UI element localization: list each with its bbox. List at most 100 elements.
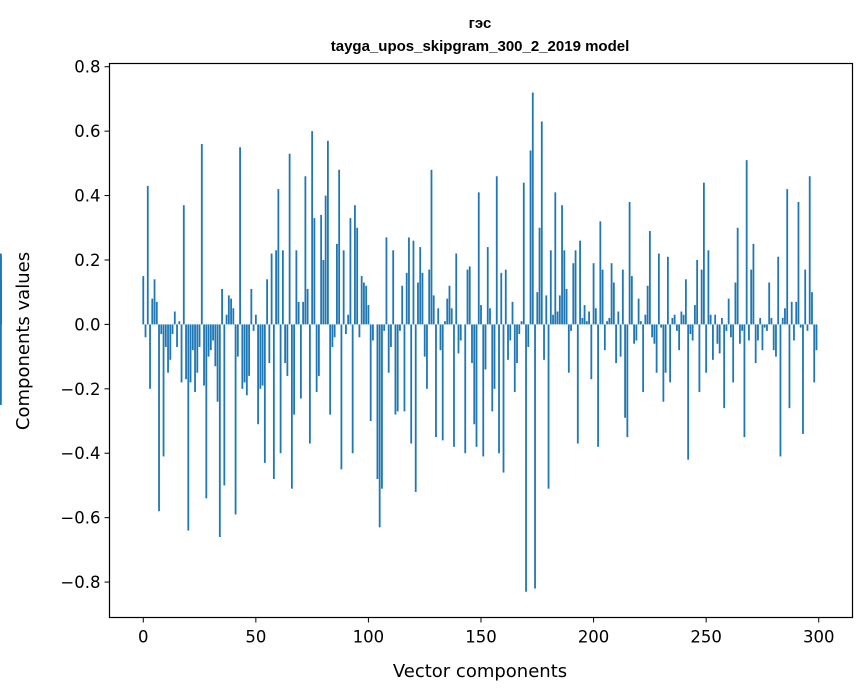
bar xyxy=(394,324,397,415)
bar xyxy=(696,259,699,325)
bar xyxy=(263,324,266,463)
bar xyxy=(716,324,719,344)
bar xyxy=(187,324,190,531)
bar xyxy=(750,269,753,325)
bar xyxy=(626,324,629,438)
bar xyxy=(0,253,2,325)
bar xyxy=(435,324,437,438)
bar xyxy=(356,227,359,325)
bar xyxy=(421,272,424,325)
bar xyxy=(601,269,604,325)
bar xyxy=(712,324,714,360)
bar xyxy=(741,324,744,331)
bar xyxy=(703,182,705,325)
bar xyxy=(214,324,217,367)
bar xyxy=(311,131,314,325)
bar xyxy=(281,250,284,325)
bar xyxy=(212,324,214,341)
bar xyxy=(432,295,435,325)
bar xyxy=(329,324,332,415)
bar xyxy=(594,308,597,325)
bar xyxy=(529,150,532,325)
bar xyxy=(297,301,300,325)
bar xyxy=(646,285,649,325)
bar xyxy=(164,324,167,347)
bar xyxy=(691,324,694,341)
bar xyxy=(448,285,451,325)
bar xyxy=(743,324,746,438)
bar xyxy=(581,317,584,325)
bar xyxy=(342,250,345,325)
bar xyxy=(666,256,669,325)
bar xyxy=(369,324,372,422)
bar xyxy=(525,324,527,592)
bar xyxy=(592,263,595,325)
bar xyxy=(761,324,764,351)
bar xyxy=(603,324,606,351)
bar xyxy=(597,324,599,447)
bar xyxy=(405,272,408,325)
x-tick-label: 250 xyxy=(690,628,722,647)
bar xyxy=(657,253,660,325)
bar xyxy=(763,324,766,328)
bar xyxy=(308,324,311,444)
y-tick-label: 0.2 xyxy=(74,251,100,270)
bar xyxy=(707,250,710,325)
bar xyxy=(347,314,350,325)
bar xyxy=(234,324,237,515)
bar xyxy=(142,276,145,325)
bar xyxy=(615,324,617,364)
x-tick-label: 50 xyxy=(245,628,266,647)
bar xyxy=(536,292,539,325)
bar xyxy=(480,305,482,325)
bar xyxy=(563,250,566,325)
bar xyxy=(169,324,172,360)
bar xyxy=(673,314,676,325)
bar xyxy=(772,324,775,351)
bar xyxy=(158,324,160,512)
bar xyxy=(410,324,413,444)
bar xyxy=(788,324,791,409)
bar xyxy=(0,324,2,405)
bar xyxy=(250,288,253,325)
bar xyxy=(194,324,196,393)
bar xyxy=(678,324,681,351)
chart-subtitle: tayga_upos_skipgram_300_2_2019 model xyxy=(331,38,630,55)
bar xyxy=(759,317,762,325)
bar xyxy=(522,182,525,325)
bar xyxy=(241,324,244,389)
bar xyxy=(385,237,388,325)
bar xyxy=(317,324,320,376)
bar xyxy=(216,324,219,402)
x-tick-label: 0 xyxy=(138,628,149,647)
bar xyxy=(149,324,151,389)
bar xyxy=(572,263,575,325)
bar xyxy=(507,324,509,360)
bar xyxy=(457,324,460,354)
bar xyxy=(471,324,473,364)
bar xyxy=(254,314,257,325)
bar xyxy=(351,324,354,454)
bar xyxy=(610,263,613,325)
bar xyxy=(628,202,631,325)
bar xyxy=(162,324,165,457)
bar xyxy=(781,317,784,325)
bar xyxy=(277,189,280,325)
bar xyxy=(167,324,169,373)
bar xyxy=(151,298,154,325)
bar xyxy=(182,205,185,325)
y-tick-label: 0.4 xyxy=(74,187,100,206)
bar xyxy=(730,324,732,338)
bar xyxy=(259,324,262,389)
bar xyxy=(664,324,667,373)
bar xyxy=(662,324,665,402)
bar xyxy=(583,305,586,325)
bar xyxy=(748,324,750,341)
bar xyxy=(372,324,374,341)
y-tick-label: −0.4 xyxy=(60,444,100,463)
bar xyxy=(290,324,293,489)
bar xyxy=(700,269,703,325)
bar xyxy=(486,247,489,325)
bar xyxy=(439,324,442,351)
bar xyxy=(585,321,588,325)
